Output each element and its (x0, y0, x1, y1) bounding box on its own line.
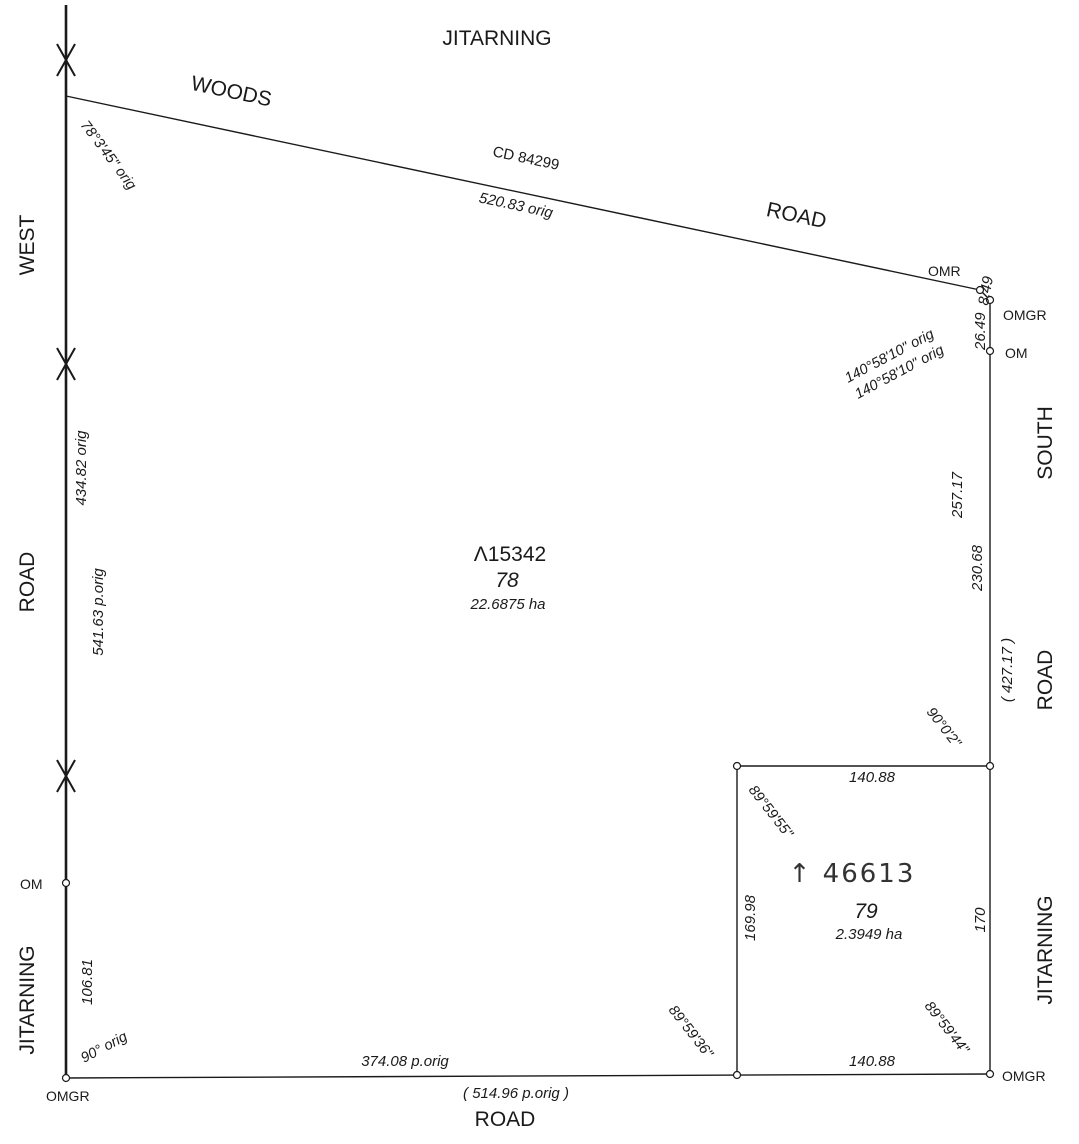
south-boundary-line (65, 1073, 991, 1079)
survey-point-lot79-nw (732, 761, 742, 771)
dim-west-lower: 106.81 (79, 959, 96, 1005)
dim-east-upper: 257.17 (949, 471, 966, 519)
road-label-road-top: ROAD (764, 198, 828, 233)
road-label-jitarning-left: JITARNING (16, 945, 39, 1054)
mark-om-ne: OM (1005, 345, 1028, 361)
north-boundary-line (65, 95, 981, 291)
survey-point-om-left (61, 878, 71, 888)
road-label-south: SOUTH (1034, 406, 1057, 480)
road-label-road-left: ROAD (16, 552, 39, 613)
mark-omr: OMR (928, 263, 961, 279)
boundary-x-mark-middle (56, 347, 76, 381)
lot79-number: 79 (854, 900, 878, 923)
lot78-area: 22.6875 ha (469, 596, 545, 613)
mark-omgr-se: OMGR (1002, 1068, 1046, 1084)
dim-lot79-west: 169.98 (742, 894, 759, 941)
angle-lot79-nw: 89°59'55" (745, 783, 796, 842)
dim-south-total: ( 514.96 p.orig ) (463, 1085, 569, 1102)
survey-point-omr (975, 285, 985, 295)
dim-north-boundary: 520.83 orig (477, 189, 555, 221)
dim-east-total: ( 427.17 ) (999, 638, 1016, 702)
road-label-jitarning-top: JITARNING (442, 27, 551, 50)
dim-lot79-north: 140.88 (849, 769, 896, 786)
lot78-number: 78 (495, 569, 519, 592)
survey-point-om-ne (985, 346, 995, 356)
dim-lot79-east: 170 (972, 907, 989, 933)
lot79-title-ref-handwritten: ↑ 46613 (789, 859, 916, 889)
survey-point-lot79-sw (732, 1070, 742, 1080)
dim-ne-short-1: 8.49 (975, 274, 997, 306)
boundary-x-mark-top (56, 43, 76, 77)
angle-east: 90°0'2" (923, 705, 964, 752)
dim-west-total: 541.63 p.orig (90, 568, 107, 656)
road-label-woods: WOODS (189, 72, 274, 111)
road-label-road-bottom: ROAD (475, 1108, 536, 1131)
dim-east-lower: 230.68 (969, 544, 986, 592)
dim-ne-short-2: 26.49 (972, 312, 989, 351)
lot79-area: 2.3949 ha (835, 926, 903, 943)
road-label-road-right: ROAD (1034, 650, 1057, 711)
angle-sw: 90° orig (78, 1029, 130, 1067)
survey-point-omgr-sw (61, 1073, 71, 1083)
dim-south-west-part: 374.08 p.orig (361, 1053, 449, 1070)
dim-south-lot79: 140.88 (849, 1053, 896, 1070)
survey-point-east-mid (985, 761, 995, 771)
angle-lot79-sw: 89°59'36" (665, 1003, 716, 1062)
angle-lot79-se: 89°59'44" (921, 999, 972, 1058)
survey-point-omgr-ne (985, 295, 995, 305)
lot78-title-ref: Λ15342 (474, 543, 546, 566)
plan-reference: CD 84299 (491, 143, 561, 174)
mark-omgr-sw: OMGR (46, 1088, 90, 1104)
mark-omgr-ne: OMGR (1003, 307, 1047, 323)
boundary-x-mark-lower (56, 759, 76, 793)
road-label-jitarning-right: JITARNING (1034, 895, 1057, 1004)
angle-nw: 78°3'45" orig (77, 118, 139, 193)
mark-om-left: OM (20, 876, 43, 892)
dim-west-upper: 434.82 orig (73, 430, 90, 506)
survey-point-omgr-se (985, 1069, 995, 1079)
road-label-west: WEST (16, 215, 39, 276)
